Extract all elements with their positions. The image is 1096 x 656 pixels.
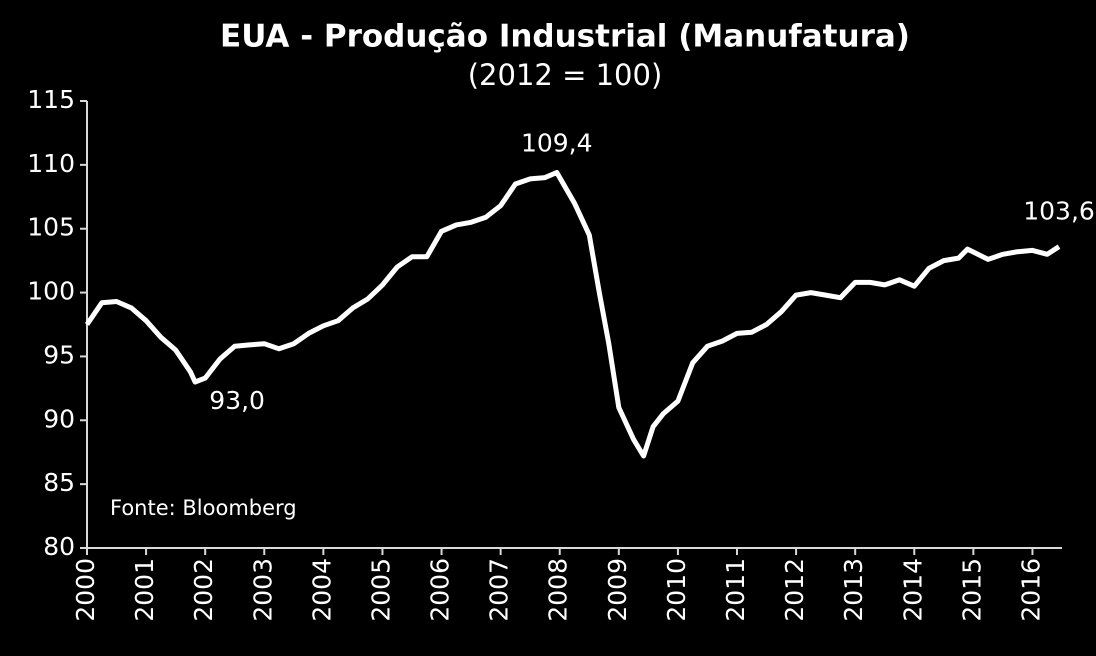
x-tick-label: 2013 <box>839 558 868 622</box>
x-tick-label: 2015 <box>957 558 986 622</box>
y-tick-label: 105 <box>27 213 75 242</box>
x-tick-label: 2016 <box>1016 558 1045 622</box>
x-tick-label: 2002 <box>189 558 218 622</box>
y-tick-label: 90 <box>43 404 75 433</box>
data-annotation: 93,0 <box>209 386 265 415</box>
x-tick-label: 2006 <box>426 558 455 622</box>
x-tick-label: 2012 <box>780 558 809 622</box>
x-tick-label: 2001 <box>130 558 159 622</box>
x-tick-label: 2007 <box>485 558 514 622</box>
x-tick-label: 2005 <box>366 558 395 622</box>
y-tick-label: 100 <box>27 277 75 306</box>
x-tick-label: 2003 <box>248 558 277 622</box>
data-line <box>84 170 1061 459</box>
x-tick-label: 2010 <box>662 558 691 622</box>
data-annotation: 103,6 <box>1023 197 1095 226</box>
y-tick-label: 80 <box>43 532 75 561</box>
y-tick-label: 110 <box>27 149 75 178</box>
x-tick-label: 2011 <box>721 558 750 622</box>
x-tick-label: 2009 <box>603 558 632 622</box>
x-tick-label: 2014 <box>898 558 927 622</box>
chart-subtitle: (2012 = 100) <box>468 58 663 92</box>
y-tick-label: 115 <box>27 85 75 114</box>
x-tick-label: 2004 <box>307 558 336 622</box>
source-note: Fonte: Bloomberg <box>110 496 297 520</box>
y-tick-label: 85 <box>43 468 75 497</box>
chart-title: EUA - Produção Industrial (Manufatura) <box>220 19 910 55</box>
y-tick-label: 95 <box>43 340 75 369</box>
x-tick-label: 2008 <box>544 558 573 622</box>
data-annotation: 109,4 <box>521 129 593 158</box>
x-tick-label: 2000 <box>71 558 100 622</box>
